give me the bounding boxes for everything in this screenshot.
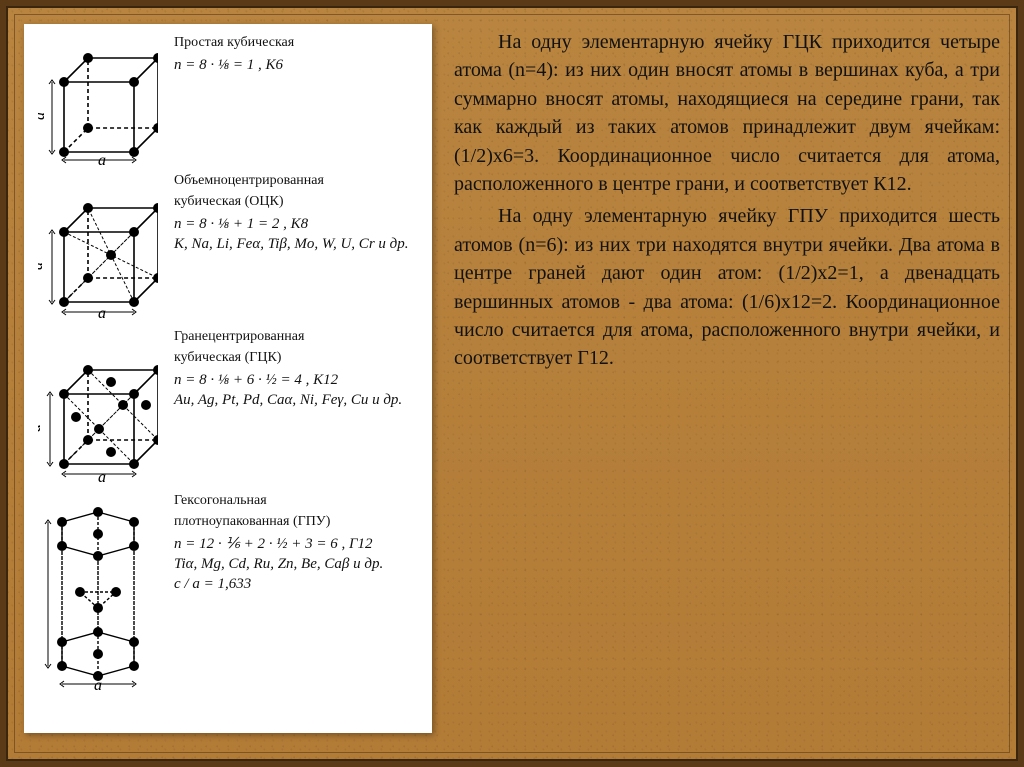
paragraph-1: На одну элементарную ячейку ГЦК приходит…	[454, 28, 1000, 198]
title-hcp-2: плотноупакованная (ГПУ)	[174, 513, 383, 532]
svg-text:a: a	[98, 469, 106, 486]
svg-text:c: c	[38, 595, 42, 602]
lattices-card: a a Простая кубическая n = 8 · ⅛ = 1 , К…	[24, 24, 432, 733]
title-hcp-1: Гексогональная	[174, 492, 383, 511]
formula-bcc: Объемноцентрированная кубическая (ОЦК) n…	[174, 172, 409, 254]
title-bcc-1: Объемноцентрированная	[174, 172, 409, 191]
block-fcc: a a Гранецентрированная кубическая (ГЦК)…	[38, 328, 418, 486]
formula-hcp-1: n = 12 · ⅙ + 2 · ½ + 3 = 6 , Г12	[174, 534, 383, 554]
block-bcc: a a Объемноцентрированная кубическая (ОЦ…	[38, 172, 418, 322]
formula-fcc-1: n = 8 · ⅛ + 6 · ½ = 4 , К12	[174, 370, 402, 390]
slide-frame: a a Простая кубическая n = 8 · ⅛ = 1 , К…	[0, 0, 1024, 767]
formula-bcc-1: n = 8 · ⅛ + 1 = 2 , К8	[174, 214, 409, 234]
formula-fcc: Гранецентрированная кубическая (ГЦК) n =…	[174, 328, 402, 410]
title-bcc-2: кубическая (ОЦК)	[174, 193, 409, 212]
formula-hcp: Гексогональная плотноупакованная (ГПУ) n…	[174, 492, 383, 595]
formula-sc-1: n = 8 · ⅛ = 1 , К6	[174, 55, 294, 75]
diagram-fcc: a a	[38, 328, 158, 486]
title-sc: Простая кубическая	[174, 34, 294, 53]
svg-text:a: a	[38, 262, 46, 270]
formula-fcc-2: Au, Ag, Pt, Pd, Caα, Ni, Feγ, Cu и др.	[174, 390, 402, 410]
block-hcp: a c Гексогональная плотноупакованная (ГП…	[38, 492, 418, 692]
diagram-simple-cubic: a a	[38, 34, 158, 166]
svg-text:a: a	[38, 424, 44, 432]
formula-simple-cubic: Простая кубическая n = 8 · ⅛ = 1 , К6	[174, 34, 294, 75]
content-row: a a Простая кубическая n = 8 · ⅛ = 1 , К…	[24, 24, 1000, 743]
formula-bcc-2: K, Na, Li, Feα, Tiβ, Mo, W, U, Cr и др.	[174, 234, 409, 254]
svg-text:a: a	[98, 305, 106, 322]
formula-hcp-2: Tiα, Mg, Cd, Ru, Zn, Be, Caβ и др.	[174, 554, 383, 574]
block-simple-cubic: a a Простая кубическая n = 8 · ⅛ = 1 , К…	[38, 34, 418, 166]
title-fcc-1: Гранецентрированная	[174, 328, 402, 347]
body-text: На одну элементарную ячейку ГЦК приходит…	[454, 24, 1000, 743]
formula-hcp-3: c / a = 1,633	[174, 574, 383, 594]
diagram-bcc: a a	[38, 172, 158, 322]
title-fcc-2: кубическая (ГЦК)	[174, 349, 402, 368]
svg-text:a: a	[98, 152, 106, 166]
paragraph-2: На одну элементарную ячейку ГПУ приходит…	[454, 202, 1000, 372]
svg-text:a: a	[38, 112, 48, 120]
diagram-hcp: a c	[38, 492, 158, 692]
